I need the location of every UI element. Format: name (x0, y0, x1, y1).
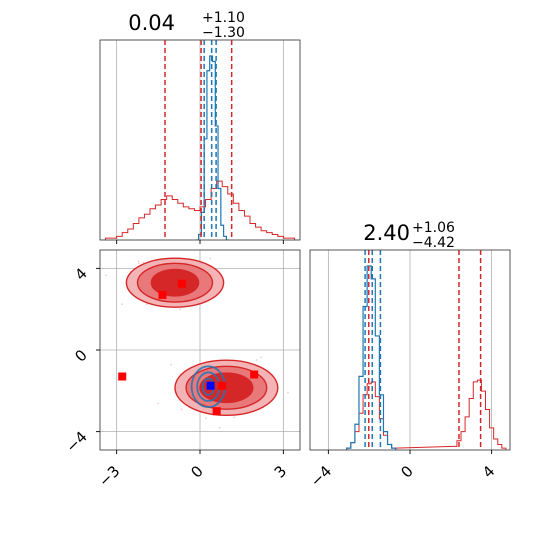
blue-marker-0 (206, 381, 215, 390)
marginal-2-xtick-label-0: −4 (307, 462, 335, 490)
marginal-2-ticks: −4 0 4 (307, 450, 498, 490)
red-contour-mode0-level2 (150, 268, 200, 297)
marginal-2-title-minus: −4.42 (412, 235, 455, 251)
scatter-point-122 (204, 417, 207, 420)
scatter-point-134 (255, 359, 258, 361)
scatter-point-126 (157, 402, 160, 405)
red-marker-1 (177, 279, 186, 288)
marginal-1-title-minus: −1.30 (202, 25, 245, 41)
scatter-point-33 (137, 260, 140, 263)
marginal-1-ticks (116, 240, 284, 244)
marginal-2-grid (327, 250, 493, 450)
red-marker-0 (158, 290, 167, 299)
joint-panel: −3 0 3 −4 0 4 (62, 249, 301, 490)
scatter-point-14 (105, 274, 107, 277)
joint-red-contours (125, 257, 279, 417)
marginal-1-title: 0.04 (128, 11, 175, 35)
joint-ytick-label-2: 4 (71, 264, 90, 283)
scatter-point-44 (179, 308, 182, 311)
red-marker-3 (212, 407, 221, 416)
scatter-point-133 (170, 363, 173, 366)
scatter-point-15 (146, 303, 148, 306)
marginal-2-red-histogram (346, 379, 507, 450)
scatter-point-46 (121, 303, 123, 306)
marginal-histogram-1: 0.04 +1.10 −1.30 (99, 10, 301, 244)
marginal-2-quantile-lines (364, 250, 482, 450)
marginal-1-quantile-lines (164, 40, 233, 240)
marginal-2-title: 2.40 (363, 221, 410, 245)
scatter-point-102 (260, 356, 263, 359)
red-marker-4 (218, 381, 227, 390)
joint-xtick-label-2: 3 (271, 462, 290, 481)
marginal-2-blue-histogram (346, 265, 397, 450)
joint-markers (118, 279, 259, 416)
scatter-point-36 (142, 261, 145, 264)
marginal-histogram-2: −4 0 4 2.40 +1.06 −4.42 (307, 220, 511, 490)
red-marker-2 (118, 372, 127, 381)
marginal-2-title-plus: +1.06 (412, 220, 455, 236)
scatter-point-9 (209, 257, 212, 260)
red-marker-5 (250, 370, 259, 379)
joint-ytick-label-1: 0 (71, 346, 90, 365)
scatter-point-77 (233, 416, 236, 419)
red-contour-mode1-level2 (199, 372, 254, 404)
joint-xtick-label-1: 0 (187, 462, 206, 481)
joint-xtick-label-0: −3 (95, 462, 123, 490)
marginal-1-red-histogram (100, 180, 300, 240)
scatter-point-41 (137, 262, 140, 265)
joint-ytick-label-0: −4 (62, 428, 90, 456)
marginal-2-xtick-label-1: 0 (397, 462, 416, 481)
scatter-point-110 (287, 391, 289, 394)
scatter-point-105 (180, 408, 183, 411)
marginal-1-title-plus: +1.10 (202, 10, 245, 26)
scatter-point-138 (218, 426, 221, 429)
marginal-2-xtick-label-2: 4 (479, 462, 498, 481)
